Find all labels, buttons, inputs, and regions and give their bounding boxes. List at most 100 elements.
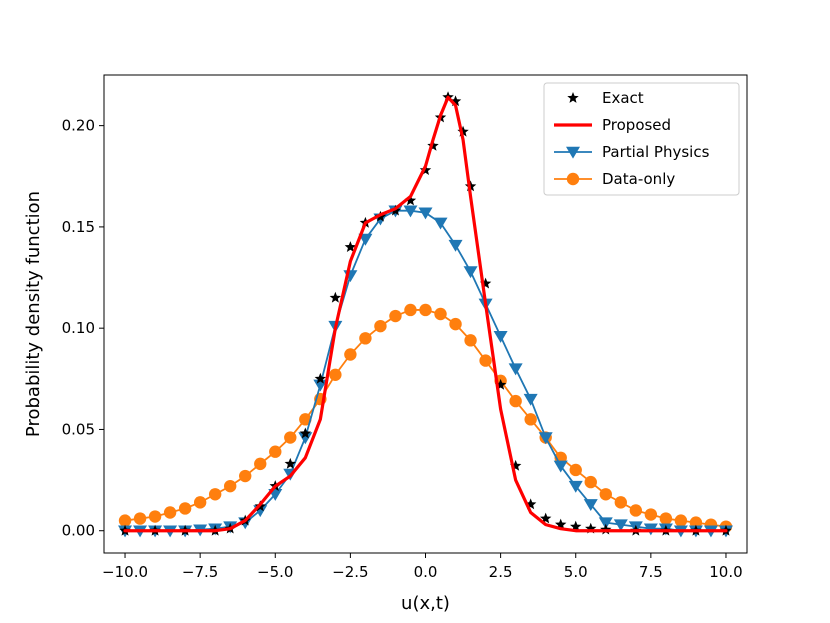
data-point xyxy=(494,378,507,390)
data-point xyxy=(583,499,598,512)
legend-marker xyxy=(566,146,580,159)
data-point xyxy=(374,319,387,333)
y-tick-label: 0.10 xyxy=(62,319,95,337)
data-point xyxy=(178,502,192,515)
data-point xyxy=(568,480,583,493)
legend-item: Exact xyxy=(567,89,644,107)
data-point xyxy=(299,427,312,439)
data-point xyxy=(163,506,177,519)
data-point xyxy=(433,217,448,230)
legend-item: Partial Physics xyxy=(554,143,710,161)
legend-item: Data-only xyxy=(554,170,675,188)
data-point xyxy=(329,291,342,303)
x-tick-label: 0.0 xyxy=(414,563,438,581)
x-tick-label: 10.0 xyxy=(709,563,742,581)
x-tick-label: 5.0 xyxy=(564,563,588,581)
data-point xyxy=(269,445,282,458)
data-point xyxy=(419,303,432,317)
legend-label: Data-only xyxy=(602,170,675,188)
data-point xyxy=(449,95,462,107)
data-point xyxy=(344,241,357,253)
x-tick-label: −2.5 xyxy=(332,563,368,581)
data-point xyxy=(538,432,553,445)
data-point xyxy=(584,475,597,489)
data-point xyxy=(539,512,552,524)
data-point xyxy=(329,368,342,381)
data-point xyxy=(457,125,469,137)
series-proposed xyxy=(123,95,728,533)
data-point xyxy=(509,394,522,408)
data-point xyxy=(193,496,207,509)
y-tick-label: 0.00 xyxy=(62,522,95,540)
data-point xyxy=(644,508,658,521)
data-point xyxy=(598,517,613,530)
data-point xyxy=(509,459,522,471)
data-point xyxy=(359,332,372,345)
y-tick-label: 0.05 xyxy=(62,420,95,438)
legend-marker xyxy=(566,172,580,186)
data-point xyxy=(314,372,327,384)
data-point xyxy=(508,363,523,376)
x-axis-label: u(x,t) xyxy=(401,593,450,614)
data-point xyxy=(344,348,357,361)
data-point xyxy=(313,379,328,392)
y-tick-label: 0.20 xyxy=(62,117,95,135)
data-point xyxy=(254,457,267,471)
data-point xyxy=(389,309,402,323)
data-point xyxy=(523,393,538,406)
legend-item: Proposed xyxy=(554,116,671,134)
legend-label: Exact xyxy=(602,89,644,107)
x-tick-label: −7.5 xyxy=(182,563,218,581)
data-point xyxy=(284,431,297,444)
data-point xyxy=(358,233,373,246)
data-point xyxy=(239,469,252,483)
data-point xyxy=(614,496,628,509)
data-point xyxy=(553,460,568,473)
data-point xyxy=(570,520,582,532)
legend-marker xyxy=(567,92,579,103)
data-point xyxy=(599,488,612,501)
data-point xyxy=(133,512,147,525)
series-line xyxy=(123,95,728,533)
x-tick-label: −5.0 xyxy=(257,563,293,581)
data-point xyxy=(629,504,643,517)
series-data-only xyxy=(118,303,733,533)
data-point xyxy=(223,479,237,493)
data-point xyxy=(463,266,478,279)
data-point xyxy=(569,463,582,477)
data-point xyxy=(585,522,597,534)
x-tick-label: 7.5 xyxy=(639,563,663,581)
data-point xyxy=(403,205,418,218)
x-axis: −10.0 −7.5 −5.0 −2.5 0.0 2.5 5.0 7.5 10.0 xyxy=(102,553,743,581)
data-point xyxy=(524,413,537,426)
y-tick-label: 0.15 xyxy=(62,218,95,236)
legend-label: Proposed xyxy=(602,116,671,134)
legend-label: Partial Physics xyxy=(602,143,710,161)
legend: Exact Proposed Partial Physics Data-only xyxy=(543,82,740,196)
data-point xyxy=(404,194,417,206)
data-point xyxy=(479,354,492,367)
data-point xyxy=(208,488,222,501)
data-point xyxy=(299,413,312,426)
data-point xyxy=(479,277,492,289)
data-point xyxy=(555,518,567,530)
legend-box xyxy=(543,82,740,196)
data-point xyxy=(448,239,463,252)
y-axis-label: Probability density function xyxy=(23,191,44,437)
x-tick-label: −10.0 xyxy=(102,563,148,581)
data-point xyxy=(524,498,537,510)
data-point xyxy=(613,519,628,532)
data-point xyxy=(148,510,162,523)
data-point xyxy=(404,303,417,317)
x-tick-label: 2.5 xyxy=(489,563,513,581)
data-point xyxy=(418,207,433,220)
y-axis: 0.00 0.05 0.10 0.15 0.20 xyxy=(62,117,104,540)
data-point xyxy=(674,514,688,527)
data-point xyxy=(434,307,447,321)
data-point xyxy=(284,457,296,469)
data-point xyxy=(449,317,462,331)
data-point xyxy=(298,432,313,445)
data-point xyxy=(493,331,508,343)
data-point xyxy=(464,334,477,347)
